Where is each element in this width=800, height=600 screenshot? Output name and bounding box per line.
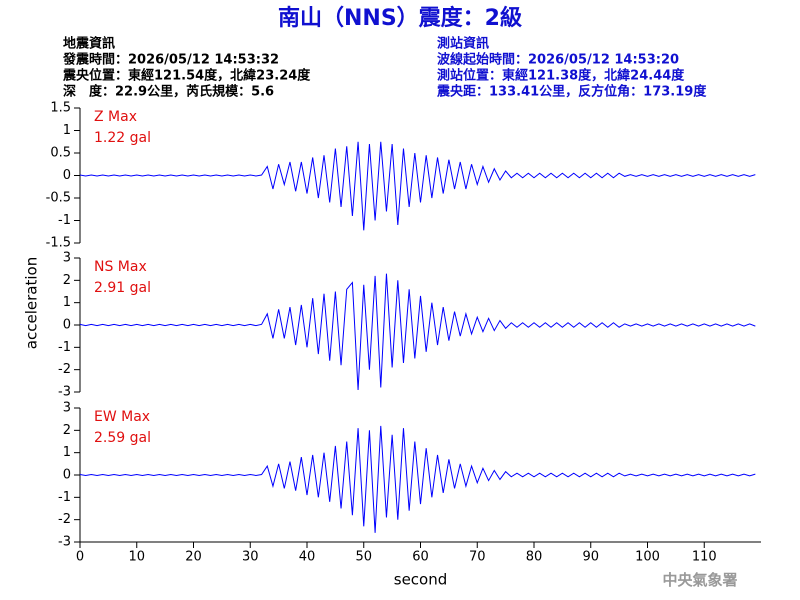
x-tick-label: 40 — [299, 550, 316, 565]
max-label: 2.59 gal — [94, 430, 151, 446]
y-tick-label: -0.5 — [46, 191, 71, 206]
y-tick-label: 0 — [63, 468, 71, 483]
y-tick-label: -1 — [58, 490, 71, 505]
y-tick-label: -1.5 — [46, 236, 71, 251]
y-tick-label: 1 — [63, 295, 71, 310]
footer: 中央氣象署 — [662, 571, 737, 589]
quake-info: 深 度：22.9公里，芮氏規模：5.6 — [63, 84, 274, 100]
x-tick-label: 50 — [355, 550, 372, 565]
waveform — [79, 425, 756, 533]
max-label: 2.91 gal — [94, 280, 151, 296]
y-tick-label: 1 — [63, 123, 71, 138]
quake-info: 地震資訊 — [63, 36, 115, 52]
station-info: 震央距：133.41公里，反方位角：173.19度 — [436, 84, 707, 100]
component-label: Z Max — [94, 109, 137, 125]
y-tick-label: 1.5 — [50, 101, 71, 116]
y-axis-label: acceleration — [23, 257, 41, 349]
y-tick-label: -3 — [58, 385, 71, 400]
x-tick-label: 80 — [526, 550, 543, 565]
waveform — [79, 273, 756, 391]
y-tick-label: -2 — [58, 512, 71, 527]
station-info: 測站資訊 — [437, 36, 489, 52]
waveform — [79, 141, 756, 231]
x-tick-label: 20 — [185, 550, 202, 565]
x-tick-label: 60 — [412, 550, 429, 565]
y-tick-label: 3 — [63, 251, 71, 266]
y-tick-label: 0 — [63, 168, 71, 183]
x-tick-label: 90 — [582, 550, 599, 565]
y-tick-label: -1 — [58, 213, 71, 228]
station-info: 波線起始時間：2026/05/12 14:53:20 — [437, 52, 679, 68]
max-label: 1.22 gal — [94, 130, 151, 146]
y-tick-label: -3 — [58, 535, 71, 550]
y-tick-label: 0.5 — [50, 146, 71, 161]
y-tick-label: 2 — [63, 273, 71, 288]
x-tick-label: 10 — [128, 550, 145, 565]
y-tick-label: -2 — [58, 362, 71, 377]
quake-info: 發震時間：2026/05/12 14:53:32 — [62, 52, 279, 68]
chart-title: 南山（NNS）震度：2級 — [278, 5, 522, 31]
y-tick-label: -1 — [58, 340, 71, 355]
y-tick-label: 1 — [63, 445, 71, 460]
x-tick-label: 70 — [469, 550, 486, 565]
x-tick-label: 100 — [635, 550, 660, 565]
y-tick-label: 2 — [63, 423, 71, 438]
y-tick-label: 3 — [63, 401, 71, 416]
x-axis-label: second — [394, 571, 448, 589]
y-tick-label: 0 — [63, 318, 71, 333]
x-tick-label: 110 — [692, 550, 717, 565]
component-label: NS Max — [94, 259, 147, 275]
station-info: 測站位置：東經121.38度，北緯24.44度 — [437, 68, 685, 84]
x-tick-label: 0 — [76, 550, 84, 565]
quake-info: 震央位置：東經121.54度，北緯23.24度 — [62, 68, 311, 84]
component-label: EW Max — [94, 409, 150, 425]
x-tick-label: 30 — [242, 550, 259, 565]
